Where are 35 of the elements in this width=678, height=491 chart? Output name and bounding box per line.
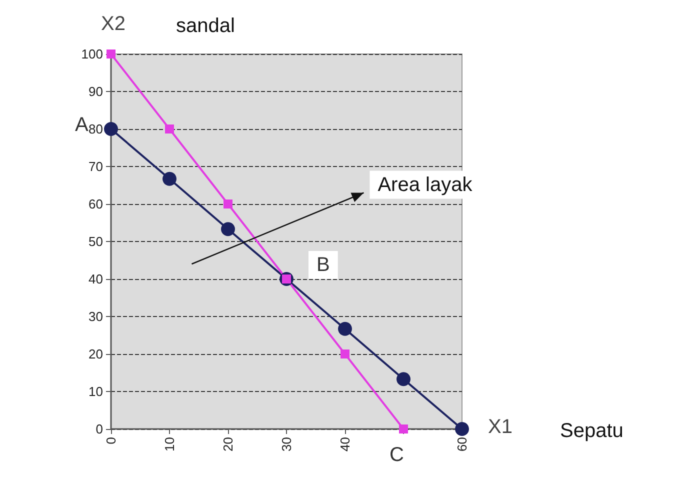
point xyxy=(396,372,410,386)
y-tick-label: 80 xyxy=(88,122,103,136)
point xyxy=(340,350,350,358)
y-tick-label: 70 xyxy=(88,159,103,174)
y-tick-label: 0 xyxy=(96,422,103,436)
x-tick-label: 60 xyxy=(454,437,470,452)
y-tick-label: 20 xyxy=(88,346,103,362)
x-tick-label: 0 xyxy=(104,437,118,444)
x-tick-label: 10 xyxy=(162,437,177,452)
y-tick-label: 60 xyxy=(88,196,103,212)
annotation: B xyxy=(316,254,330,276)
y-tick-label: 30 xyxy=(88,309,103,324)
text: Sepatu xyxy=(560,420,624,442)
point xyxy=(399,424,408,434)
y-tick-label: 50 xyxy=(88,234,103,249)
x-tick-label: 20 xyxy=(220,437,236,452)
x-tick-label: 30 xyxy=(279,437,294,452)
point xyxy=(165,124,174,134)
point xyxy=(221,222,235,236)
y-tick-label: 10 xyxy=(88,384,103,399)
point xyxy=(104,122,118,136)
point xyxy=(338,322,352,336)
point xyxy=(224,200,232,208)
text: sandal xyxy=(176,15,235,37)
annotation: A xyxy=(75,114,89,136)
y-tick-label: 90 xyxy=(88,84,103,99)
y-axis-title: X2 xyxy=(101,13,126,35)
y-tick-label: 100 xyxy=(81,46,103,62)
y-tick-label: 40 xyxy=(88,272,103,286)
point xyxy=(455,422,469,436)
x-tick-label: 40 xyxy=(338,437,352,452)
annotation: Area layak xyxy=(378,174,474,196)
point xyxy=(162,172,176,186)
x-axis-title: X1 xyxy=(488,416,512,438)
annotation: C xyxy=(390,444,404,466)
